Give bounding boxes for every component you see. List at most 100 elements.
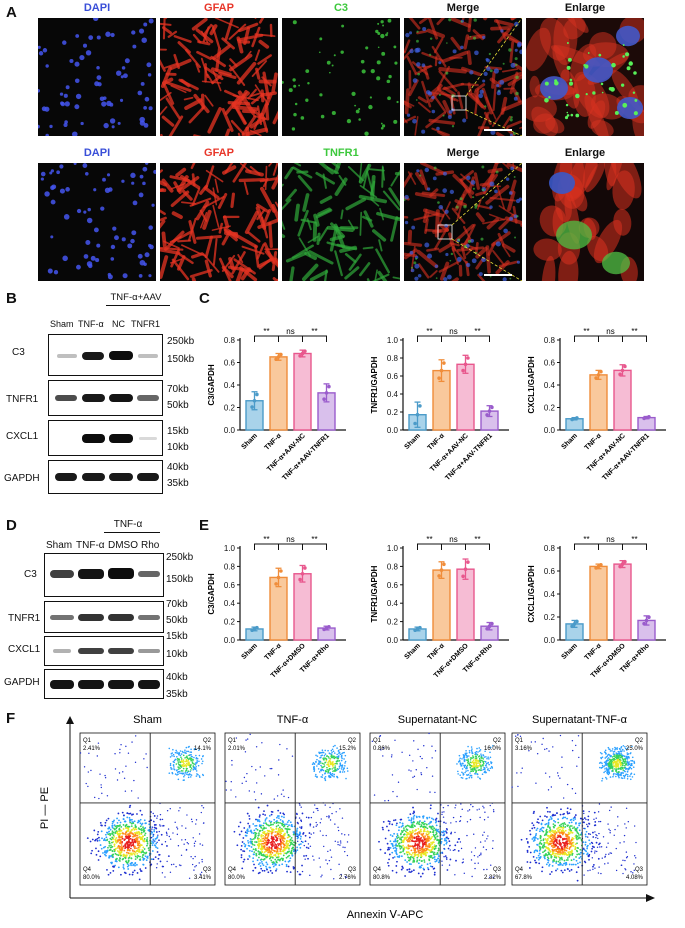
event (461, 808, 463, 811)
lane-tnf: TNF-α (78, 319, 104, 329)
cell-mark (510, 62, 516, 68)
cell-mark (516, 260, 520, 264)
event (262, 858, 265, 861)
cell-mark (300, 116, 305, 120)
cell-mark (59, 164, 64, 169)
fiber-mark (218, 71, 237, 80)
fiber-mark (230, 119, 245, 135)
event (399, 845, 402, 848)
fiber-mark (285, 251, 307, 263)
event (138, 850, 141, 853)
event (339, 844, 341, 846)
data-point (623, 559, 627, 564)
event (270, 848, 273, 851)
event (387, 829, 390, 832)
cell-mark (102, 177, 106, 182)
data-point (415, 412, 420, 417)
fiber-mark (204, 235, 213, 259)
event (482, 846, 485, 848)
event (413, 821, 415, 824)
event (119, 752, 121, 754)
event (119, 832, 122, 835)
fiber-mark (164, 81, 192, 92)
event (178, 864, 181, 866)
event (258, 856, 260, 859)
event (324, 772, 326, 775)
event (139, 818, 142, 821)
event (225, 780, 227, 783)
event (109, 871, 112, 874)
bar (293, 573, 312, 641)
event (409, 858, 412, 860)
cell-mark (95, 258, 100, 263)
c3-puncta (583, 63, 587, 67)
fiber-mark (502, 245, 511, 258)
event (127, 868, 130, 870)
event (412, 806, 414, 809)
event (387, 799, 390, 802)
event (341, 833, 343, 835)
event (139, 858, 142, 861)
fiber-mark (168, 115, 184, 136)
fiber-mark (408, 79, 419, 97)
data-point (572, 622, 577, 626)
event (421, 860, 423, 862)
fiber-mark (169, 58, 192, 71)
event (240, 856, 243, 859)
event (153, 830, 156, 833)
event (260, 860, 263, 863)
mw-250: 250kb (167, 336, 195, 347)
event (316, 755, 319, 757)
event (264, 855, 267, 858)
event (169, 764, 172, 767)
event (312, 855, 314, 857)
y-tick-label: 0.6 (544, 567, 556, 576)
event (272, 823, 274, 826)
event (486, 838, 488, 840)
event (248, 826, 251, 829)
event (102, 852, 104, 854)
event (201, 858, 203, 861)
event (305, 846, 308, 849)
event (420, 773, 423, 776)
cell-mark (470, 180, 476, 185)
cell-mark (122, 273, 128, 279)
event (257, 842, 260, 845)
cell-mark (474, 50, 479, 56)
event (579, 861, 581, 864)
cell-mark (112, 226, 117, 231)
cell-mark (472, 196, 475, 199)
event (192, 765, 195, 767)
event (427, 848, 430, 851)
event (142, 826, 144, 829)
event (486, 868, 488, 871)
c3-puncta (567, 57, 572, 62)
event (319, 822, 322, 824)
event (283, 795, 285, 798)
row-c3: C3 (12, 347, 25, 358)
cell-mark (473, 36, 477, 40)
data-point (618, 372, 622, 377)
event (124, 857, 127, 860)
event (129, 843, 132, 845)
event (462, 858, 464, 860)
event (443, 821, 445, 824)
event (274, 834, 277, 837)
event (103, 839, 105, 842)
event (426, 767, 428, 769)
cell-mark (446, 42, 448, 44)
event (410, 854, 413, 856)
event (456, 763, 458, 765)
event (270, 844, 273, 847)
event (145, 851, 148, 854)
fiber-mark (465, 108, 468, 120)
event (256, 843, 259, 846)
fiber-mark (285, 188, 297, 202)
fiber-mark (258, 18, 265, 24)
cell-mark (292, 20, 297, 25)
cell-mark (422, 27, 427, 32)
event (576, 853, 579, 856)
event (156, 836, 158, 839)
event (460, 803, 462, 805)
cell-mark (405, 32, 410, 38)
